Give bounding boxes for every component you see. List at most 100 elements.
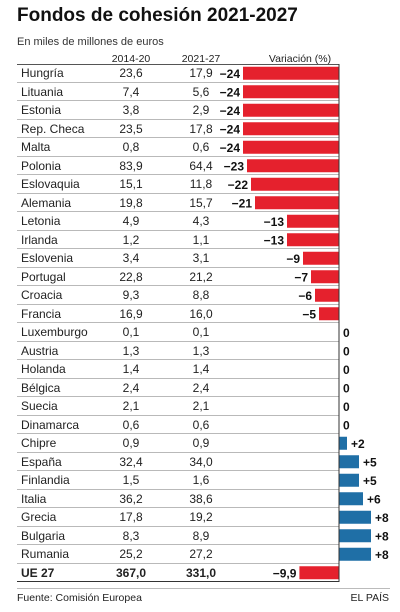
variation-label: −24 <box>220 85 241 99</box>
table-row: España 32,4 34,0 <box>17 453 339 471</box>
value-2021-27: 1,6 <box>192 473 210 487</box>
table-row: Alemania 19,8 15,7 <box>17 194 339 212</box>
table-row: Polonia 83,9 64,4 <box>17 157 339 175</box>
value-2021-27: 17,9 <box>189 66 213 80</box>
country-name: Bulgaria <box>21 528 66 543</box>
table-row: Austria 1,3 1,3 <box>17 342 339 360</box>
header-divider <box>17 64 339 65</box>
value-2021-27: 8,8 <box>192 288 210 302</box>
country-name: Luxemburgo <box>21 325 88 339</box>
variation-bar <box>339 455 359 469</box>
country-name: España <box>21 454 62 469</box>
value-2014-20: 23,5 <box>119 121 143 136</box>
variation-bar <box>287 214 339 228</box>
value-2014-20: 22,8 <box>119 269 143 284</box>
table-row: Croacia 9,3 8,8 <box>17 286 339 305</box>
variation-bar <box>339 436 347 450</box>
total-row: UE 27 367,0 331,0 <box>17 564 339 582</box>
country-name: Eslovenia <box>21 251 74 265</box>
value-2014-20: 36,2 <box>119 491 143 506</box>
country-name: Chipre <box>21 436 57 450</box>
variation-label: −9,9 <box>273 566 297 580</box>
value-2014-20: 9,3 <box>122 288 140 302</box>
table-row: Finlandia 1,5 1,6 <box>17 471 339 490</box>
table-row: Irlanda 1,2 1,1 <box>17 231 339 249</box>
value-2014-20: 0,6 <box>122 417 140 432</box>
value-2021-27: 3,1 <box>192 251 210 265</box>
country-name: Polonia <box>21 158 62 173</box>
table-row: Italia 36,2 38,6 <box>17 490 339 508</box>
variation-bar <box>255 196 339 210</box>
table-row: Estonia 3,8 2,9 <box>17 101 339 120</box>
variation-label: −7 <box>294 270 308 284</box>
variation-label: +6 <box>367 492 381 506</box>
country-name: UE 27 <box>21 565 55 580</box>
value-2014-20: 0,8 <box>122 140 140 154</box>
country-name: Letonia <box>21 214 61 228</box>
value-2014-20: 7,4 <box>122 84 140 99</box>
country-name: Eslovaquia <box>21 177 80 191</box>
country-name: Irlanda <box>21 232 58 247</box>
variation-bar <box>303 251 339 265</box>
table-row: Suecia 2,1 2,1 <box>17 397 339 416</box>
table-row: Francia 16,9 16,0 <box>17 305 339 323</box>
country-name: Portugal <box>21 269 66 284</box>
variation-bar <box>243 122 339 136</box>
variation-label: +8 <box>375 511 389 525</box>
table-row: Eslovenia 3,4 3,1 <box>17 249 339 268</box>
table-row: Malta 0,8 0,6 <box>17 138 339 157</box>
country-name: Grecia <box>21 510 57 524</box>
variation-label: 0 <box>343 381 350 395</box>
variation-label: −24 <box>220 141 241 155</box>
value-2021-27: 11,8 <box>189 177 213 191</box>
value-2014-20: 0,1 <box>122 325 140 339</box>
value-2021-27: 15,7 <box>189 195 213 210</box>
value-2014-20: 2,4 <box>122 380 140 395</box>
value-2021-27: 2,1 <box>192 399 210 413</box>
value-2014-20: 23,6 <box>119 66 143 80</box>
value-2021-27: 1,4 <box>192 362 210 376</box>
value-2021-27: 64,4 <box>189 158 213 173</box>
value-2021-27: 27,2 <box>189 547 213 561</box>
chart-subtitle: En miles de millones de euros <box>17 36 164 48</box>
variation-bar <box>339 529 371 543</box>
value-2014-20: 1,4 <box>122 362 140 376</box>
table-row: Eslovaquia 15,1 11,8 <box>17 175 339 194</box>
country-name: Bélgica <box>21 380 61 395</box>
country-name: Holanda <box>21 362 66 376</box>
table-row: Chipre 0,9 0,9 <box>17 434 339 453</box>
variation-label: −13 <box>264 215 285 229</box>
value-2014-20: 16,9 <box>119 306 143 321</box>
variation-label: −9 <box>286 252 300 266</box>
variation-label: −13 <box>264 233 285 247</box>
country-name: Rep. Checa <box>21 121 85 136</box>
value-2021-27: 5,6 <box>192 84 210 99</box>
variation-label: 0 <box>343 400 350 414</box>
variation-bar <box>339 547 371 561</box>
column-header-2021-27: 2021-27 <box>181 53 221 65</box>
variation-label: +8 <box>375 529 389 543</box>
country-name: Rumania <box>21 547 70 561</box>
value-2021-27: 4,3 <box>192 214 210 228</box>
variation-bar <box>299 566 339 580</box>
variation-bar <box>243 103 339 117</box>
country-name: Suecia <box>21 399 58 413</box>
variation-label: −23 <box>224 159 245 173</box>
variation-label: −21 <box>232 196 253 210</box>
value-2021-27: 2,4 <box>192 380 210 395</box>
value-2014-20: 1,5 <box>122 473 140 487</box>
country-name: Dinamarca <box>21 417 80 432</box>
variation-bar <box>339 510 371 524</box>
variation-label: −5 <box>302 307 316 321</box>
table-row: Portugal 22,8 21,2 <box>17 268 339 286</box>
country-name: Lituania <box>21 84 64 99</box>
value-2021-27: 16,0 <box>189 306 213 321</box>
value-2014-20: 1,2 <box>122 232 140 247</box>
value-2014-20: 32,4 <box>119 454 143 469</box>
column-header-2014-20: 2014-20 <box>111 53 151 65</box>
table-row: Holanda 1,4 1,4 <box>17 360 339 379</box>
value-2021-27: 1,1 <box>192 232 210 247</box>
value-2021-27: 2,9 <box>192 103 210 117</box>
country-name: Estonia <box>21 103 62 117</box>
